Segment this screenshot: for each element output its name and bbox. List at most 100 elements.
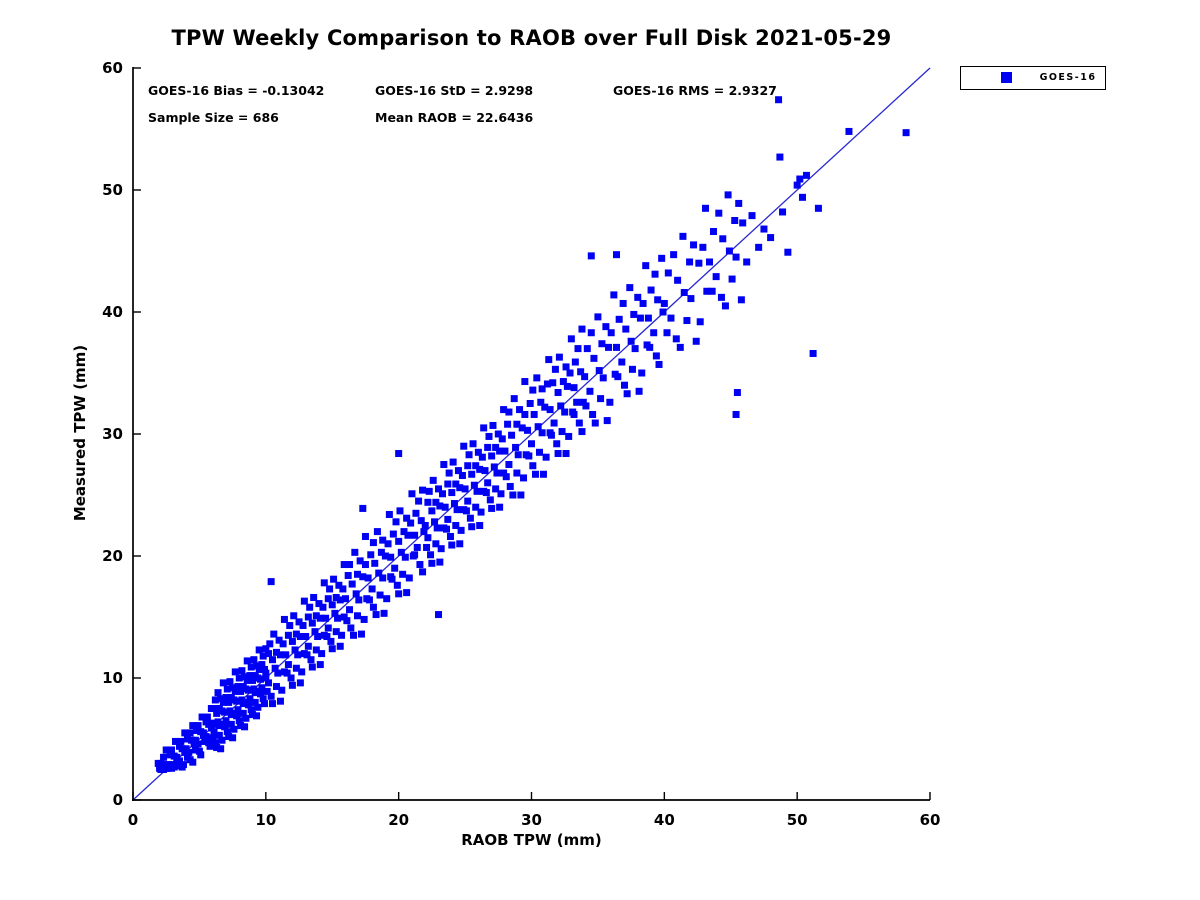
data-point — [327, 637, 335, 645]
data-point — [647, 286, 655, 294]
data-point — [416, 561, 424, 569]
data-point — [189, 722, 197, 730]
data-point — [542, 453, 550, 461]
data-point — [207, 724, 215, 732]
data-point — [308, 663, 316, 671]
stat-sample-size-text: Sample Size = 686 — [148, 110, 279, 125]
data-point — [213, 744, 221, 752]
data-point — [353, 612, 361, 620]
data-point — [444, 480, 452, 488]
data-point — [582, 402, 590, 410]
data-point — [191, 736, 199, 744]
data-point — [631, 345, 639, 353]
data-point — [336, 596, 344, 604]
y-tick-label: 60 — [102, 59, 123, 77]
y-tick-label: 50 — [102, 181, 123, 199]
data-point — [268, 700, 276, 708]
data-point — [197, 751, 205, 759]
data-point — [225, 698, 233, 706]
data-point — [181, 729, 189, 737]
data-point — [217, 745, 225, 753]
data-point — [242, 714, 250, 722]
data-point — [433, 524, 441, 532]
data-point — [162, 746, 170, 754]
data-point — [598, 340, 606, 348]
data-point — [456, 484, 464, 492]
data-point — [683, 317, 691, 325]
data-point — [215, 731, 223, 739]
data-point — [391, 564, 399, 572]
data-point — [613, 251, 621, 259]
data-point — [428, 507, 436, 515]
data-point — [510, 395, 518, 403]
data-point — [275, 636, 283, 644]
data-point — [583, 345, 591, 353]
data-point — [368, 585, 376, 593]
data-point — [721, 302, 729, 310]
data-point — [659, 308, 667, 316]
data-point — [324, 624, 332, 632]
data-point — [286, 622, 294, 630]
data-point — [501, 447, 509, 455]
data-point — [814, 204, 822, 212]
data-point — [514, 451, 522, 459]
data-point — [332, 628, 340, 636]
data-point — [255, 665, 263, 673]
data-point — [427, 551, 435, 559]
data-point — [238, 696, 246, 704]
y-tick-label: 10 — [102, 669, 123, 687]
data-point — [235, 674, 243, 682]
data-point — [712, 273, 720, 281]
data-point — [464, 462, 472, 470]
data-point — [243, 676, 251, 684]
data-point — [194, 740, 202, 748]
data-point — [230, 725, 238, 733]
data-point — [335, 581, 343, 589]
data-point — [565, 432, 573, 440]
data-point — [312, 646, 320, 654]
data-point — [179, 761, 187, 769]
data-point — [411, 531, 419, 539]
data-point — [381, 552, 389, 560]
data-point — [258, 661, 266, 669]
data-point — [343, 617, 351, 625]
data-point — [547, 431, 555, 439]
data-point — [591, 419, 599, 427]
data-point — [614, 373, 622, 381]
data-point — [350, 631, 358, 639]
stat-bias-text: GOES-16 Bias = -0.13042 — [148, 83, 325, 98]
data-point — [636, 314, 644, 322]
data-point — [676, 343, 684, 351]
data-point — [332, 593, 340, 601]
data-point — [379, 536, 387, 544]
data-point — [521, 378, 529, 386]
data-point — [529, 462, 537, 470]
data-point — [779, 208, 787, 216]
data-point — [703, 287, 711, 295]
stat-std-text: GOES-16 StD = 2.9298 — [375, 83, 534, 98]
x-tick-label: 20 — [388, 811, 409, 829]
data-point — [496, 503, 504, 511]
data-point — [234, 683, 242, 691]
data-point — [767, 234, 775, 242]
data-point — [696, 318, 704, 326]
data-point — [161, 761, 169, 769]
data-point — [292, 630, 300, 638]
data-point — [195, 747, 203, 755]
data-point — [599, 374, 607, 382]
data-point — [251, 689, 259, 697]
data-point — [638, 369, 646, 377]
data-point — [202, 733, 210, 741]
data-point — [496, 447, 504, 455]
data-point — [618, 358, 626, 366]
data-point — [448, 489, 456, 497]
data-point — [336, 642, 344, 650]
data-point — [284, 631, 292, 639]
data-point — [241, 723, 249, 731]
data-point — [249, 711, 257, 719]
data-point — [199, 729, 207, 737]
data-point — [524, 426, 532, 434]
data-point — [233, 697, 241, 705]
data-point — [186, 729, 194, 737]
